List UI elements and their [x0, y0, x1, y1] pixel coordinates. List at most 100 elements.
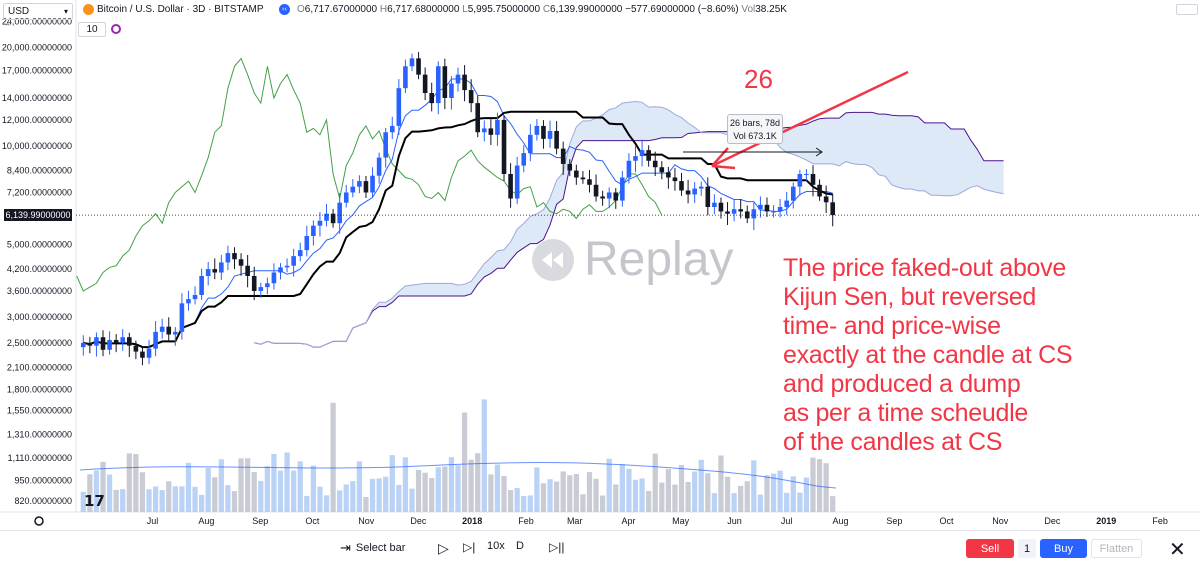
- candle-body: [804, 173, 809, 175]
- candle-body: [455, 74, 461, 84]
- volume-bar: [429, 478, 435, 512]
- chevron-down-icon: ▾: [63, 7, 68, 16]
- candle-body: [613, 192, 619, 201]
- tradingview-logo-icon: 𝟭𝟳: [84, 493, 105, 510]
- collapse-icon[interactable]: ⌃: [4, 22, 12, 32]
- indicator-input[interactable]: 10: [78, 22, 106, 37]
- volume-bars: [79, 399, 837, 512]
- candle-body: [606, 192, 612, 199]
- buy-label: Buy: [1054, 542, 1073, 555]
- candle-body: [797, 173, 803, 187]
- price-tick-label: 2,500.00000000: [7, 338, 72, 348]
- volume-bar: [264, 466, 270, 512]
- step-forward-icon[interactable]: ▷|: [463, 540, 476, 554]
- replay-mode-icon[interactable]: ‹‹: [279, 4, 290, 15]
- sell-button[interactable]: Sell: [966, 539, 1014, 558]
- candle-body: [429, 92, 435, 104]
- candle-body: [284, 265, 290, 268]
- volume-bar: [705, 473, 711, 512]
- candle-body: [258, 287, 264, 291]
- candle-body: [212, 269, 218, 273]
- volume-bar: [337, 490, 343, 512]
- volume-bar: [711, 493, 718, 512]
- volume-bar: [665, 469, 671, 512]
- candle-body: [140, 351, 145, 358]
- time-tick-label: Aug: [832, 516, 848, 526]
- time-tick-label: Nov: [992, 516, 1009, 526]
- scale-toggle[interactable]: [1176, 4, 1198, 15]
- low-value: 5,995.75000000: [467, 4, 541, 15]
- close-icon[interactable]: ✕: [1169, 539, 1186, 561]
- volume-bar: [277, 470, 284, 512]
- candle-body: [337, 202, 342, 224]
- candle-body: [113, 339, 119, 343]
- candle-body: [383, 132, 388, 158]
- candle-body: [80, 342, 86, 348]
- price-tick-label: 20,000.00000000: [2, 42, 72, 52]
- candle-body: [475, 103, 481, 133]
- ichimoku-cloud: [254, 101, 1004, 348]
- volume-bar: [409, 488, 415, 512]
- candle-body: [620, 177, 625, 201]
- time-tick-label: Feb: [1152, 516, 1168, 526]
- symbol-title[interactable]: Bitcoin / U.S. Dollar · 3D · BITSTAMP: [97, 4, 264, 15]
- gear-icon[interactable]: [34, 516, 44, 526]
- time-tick-label: Oct: [305, 516, 320, 526]
- select-bar-icon: ⇥: [340, 540, 351, 555]
- candle-body: [87, 342, 93, 346]
- candle-body: [790, 186, 796, 201]
- volume-bar: [534, 467, 540, 512]
- candle-body: [534, 125, 540, 135]
- price-tick-label: 10,000.00000000: [2, 141, 72, 151]
- time-tick-label: Jun: [727, 516, 742, 526]
- candle-body: [758, 204, 763, 210]
- candle-body: [817, 184, 822, 197]
- volume-bar: [271, 453, 277, 512]
- candle-body: [501, 119, 507, 174]
- candle-body: [435, 66, 441, 104]
- candle-body: [633, 156, 638, 161]
- refresh-icon[interactable]: [111, 24, 121, 34]
- price-chart[interactable]: 24,000.00000000 20,000.00000000 17,000.000…: [0, 0, 1200, 530]
- quantity-field[interactable]: 1: [1018, 539, 1036, 558]
- candle-body: [205, 269, 211, 276]
- jump-to-realtime-icon[interactable]: ▷||: [549, 540, 565, 554]
- volume-bar: [218, 459, 224, 512]
- candle-body: [508, 173, 513, 199]
- price-tick-label: 5,000.00000000: [7, 239, 72, 249]
- price-tick-label: 820.00000000: [14, 496, 72, 506]
- volume-bar: [816, 459, 823, 512]
- annotation-line: and produced a dump: [783, 370, 1021, 398]
- speed-button[interactable]: 10x: [487, 540, 505, 552]
- price-tick-label: 17,000.00000000: [2, 65, 72, 75]
- price-tick-label: 1,800.00000000: [7, 384, 72, 394]
- candle-body: [232, 253, 237, 260]
- speed-label: 10x: [487, 540, 505, 552]
- volume-bar: [731, 493, 737, 512]
- price-tick-label: 7,200.00000000: [7, 187, 72, 197]
- volume-bar: [494, 464, 501, 512]
- interval-button[interactable]: D: [516, 540, 524, 552]
- annotation-line: as per a time scheudle: [783, 399, 1028, 427]
- sell-label: Sell: [980, 542, 1000, 555]
- volume-bar: [159, 490, 165, 512]
- candle-body: [698, 186, 704, 189]
- currency-select[interactable]: USD ▾: [3, 3, 73, 20]
- price-tick-label: 4,200.00000000: [7, 264, 72, 274]
- play-icon[interactable]: ▷: [438, 540, 449, 556]
- volume-bar: [198, 494, 205, 512]
- candle-body: [449, 83, 454, 98]
- volume-bar: [586, 472, 593, 512]
- volume-bar: [93, 470, 100, 512]
- volume-bar: [225, 485, 231, 512]
- buy-button[interactable]: Buy: [1040, 539, 1087, 558]
- volume-bar: [422, 472, 428, 512]
- flatten-button[interactable]: Flatten: [1091, 539, 1142, 558]
- volume-bar: [231, 491, 238, 512]
- select-bar-button[interactable]: ⇥ Select bar: [340, 540, 405, 556]
- candle-body: [468, 90, 474, 104]
- candle-body: [574, 170, 579, 178]
- chart-header: USD ▾ Bitcoin / U.S. Dollar · 3D · BITST…: [0, 0, 1200, 38]
- candle-body: [718, 202, 724, 212]
- candle-body: [265, 283, 270, 288]
